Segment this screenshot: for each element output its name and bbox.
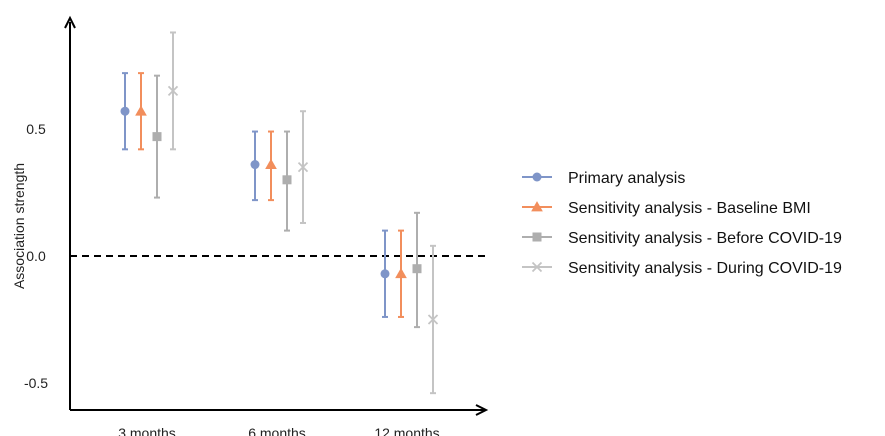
series-2 — [135, 72, 407, 318]
legend-item-1: Primary analysis — [522, 170, 685, 187]
legend-marker — [531, 201, 543, 212]
legend-marker — [532, 232, 542, 242]
legend-item-3: Sensitivity analysis - Before COVID-19 — [522, 230, 842, 247]
point-marker-stroke — [297, 161, 309, 173]
legend-label: Primary analysis — [568, 170, 685, 187]
point-marker — [120, 106, 130, 116]
legend-marker-stroke — [531, 261, 543, 273]
legend-marker — [531, 261, 543, 273]
axes: 0.5 0.0 -0.5 3 months 6 months 12 months — [24, 15, 489, 436]
x-tick-label: 3 months — [118, 425, 176, 436]
series-1 — [120, 72, 390, 318]
legend-item-4: Sensitivity analysis - During COVID-19 — [522, 260, 842, 277]
point-marker — [265, 158, 277, 169]
point-marker — [380, 269, 390, 279]
legend-label: Sensitivity analysis - Before COVID-19 — [568, 230, 842, 247]
point-marker-stroke — [427, 314, 439, 325]
legend-item-2: Sensitivity analysis - Baseline BMI — [522, 200, 811, 217]
legend-label: Sensitivity analysis - Baseline BMI — [568, 200, 811, 217]
point-marker — [152, 132, 162, 142]
x-axis-arrow — [475, 404, 489, 416]
y-tick-label: 0.5 — [26, 121, 46, 137]
y-axis-arrow — [64, 15, 76, 29]
plot-marks — [120, 31, 439, 395]
legend-label: Sensitivity analysis - During COVID-19 — [568, 260, 842, 277]
point-marker-stroke — [167, 85, 179, 97]
x-tick-label: 12 months — [374, 425, 439, 436]
point-marker — [250, 160, 260, 170]
point-marker — [282, 175, 292, 185]
legend-marker — [532, 172, 542, 182]
point-marker — [135, 105, 147, 116]
x-tick-label: 6 months — [248, 425, 306, 436]
y-axis-label: Association strength — [11, 163, 27, 289]
series-3 — [152, 74, 422, 329]
point-marker — [427, 314, 439, 325]
point-marker — [167, 85, 179, 97]
y-tick-label: 0.0 — [26, 248, 46, 264]
y-tick-label: -0.5 — [24, 375, 48, 391]
point-marker — [297, 161, 309, 173]
point-marker — [412, 264, 422, 274]
series-4 — [167, 31, 439, 395]
legend: Primary analysis Sensitivity analysis - B… — [522, 170, 842, 277]
point-marker — [395, 267, 407, 279]
